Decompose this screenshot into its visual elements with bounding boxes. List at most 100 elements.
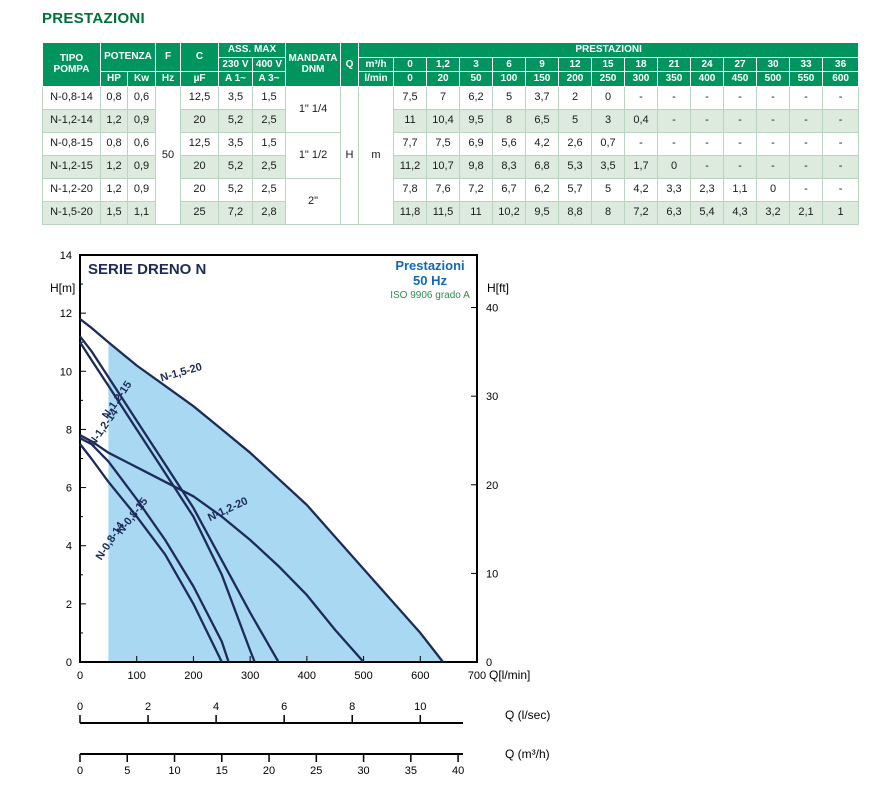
pump-type-cell: N-0,8-14 [42,85,101,110]
head-value-cell: 7,2 [459,177,493,202]
head-value-cell: 3,2 [756,200,790,225]
head-value-cell: 6,3 [657,200,691,225]
y-right-tick-label: 20 [486,480,498,492]
m3h-unit-label: m³/h [358,56,394,72]
performance-table: TIPO POMPA POTENZA F C ASS. MAX MANDATA DNM Q P… [42,42,860,225]
m3h-flow-header: 9 [525,56,559,72]
lmin-flow-header: 150 [525,71,559,87]
pump-row: N-1,5-20 1,5 1,1 25 7,2 2,8 11,8 11,5 11 10,2 9,5 8… [42,200,860,225]
col-kw: Kw [127,71,156,87]
mandata-cell: 1" 1/2 [285,131,341,179]
secondary-tick-label: 35 [405,765,417,777]
pump-type-cell: N-1,5-20 [42,200,101,225]
col-tipo-pompa: TIPO POMPA [42,42,101,87]
kw-cell: 0,6 [127,85,156,110]
a3-cell: 2,5 [252,154,286,179]
head-value-cell: - [657,85,691,110]
lmin-flow-header: 200 [558,71,592,87]
a3-cell: 2,5 [252,177,286,202]
y-left-tick-label: 14 [60,250,72,262]
curve-label-N-1,5-20: N-1,5-20 [159,361,203,384]
head-value-cell: 1 [821,200,860,225]
operating-range-band [108,342,444,662]
secondary-axis-label-1: Q (m³/h) [505,747,550,761]
head-value-cell: 5 [591,177,625,202]
m3h-flow-header: 1,2 [426,56,460,72]
head-value-cell: 3 [591,108,625,133]
pump-row: N-0,8-15 0,8 0,6 12,5 3,5 1,5 1" 1/2 7,7 7,5 6,9 5… [42,131,860,179]
y-right-tick-label: 30 [486,391,498,403]
a3-cell: 2,5 [252,108,286,133]
head-value-cell: 3,3 [657,177,691,202]
m3h-flow-header: 15 [591,56,625,72]
secondary-tick-label: 10 [414,701,426,713]
head-value-cell: - [821,85,860,110]
col-400v: 400 V [252,56,286,72]
lmin-flow-header: 500 [756,71,790,87]
head-value-cell: - [756,85,790,110]
uf-cell: 25 [180,200,219,225]
y-left-tick-label: 12 [60,308,72,320]
page-title: PRESTAZIONI [42,10,146,27]
lmin-flow-header: 300 [624,71,658,87]
lmin-flow-header: 600 [821,71,860,87]
head-value-cell: 9,5 [525,200,559,225]
mandata-cell: 1" 1/4 [285,85,341,133]
m3h-flow-header: 3 [459,56,493,72]
head-value-cell: - [723,108,757,133]
uf-cell: 20 [180,154,219,179]
head-value-cell: 1,1 [723,177,757,202]
head-value-cell: 0,7 [591,131,625,156]
pump-type-cell: N-1,2-14 [42,108,101,133]
x-axis-label: Q[l/min] [489,668,530,682]
col-potenza: POTENZA [100,42,156,72]
m3h-flow-header: 0 [393,56,427,72]
head-value-cell: 7,5 [393,85,427,110]
m3h-flow-header: 30 [756,56,790,72]
m3h-flow-header: 21 [657,56,691,72]
secondary-tick-label: 40 [452,765,464,777]
head-value-cell: 4,2 [525,131,559,156]
head-value-cell: 5 [492,85,526,110]
head-value-cell: - [690,108,724,133]
a1-cell: 7,2 [218,200,253,225]
a3-cell: 2,8 [252,200,286,225]
a3-cell: 1,5 [252,131,286,156]
lmin-flow-header: 50 [459,71,493,87]
head-value-cell: - [624,131,658,156]
head-value-cell: 6,7 [492,177,526,202]
head-value-cell: 10,7 [426,154,460,179]
head-value-cell: - [789,85,823,110]
head-value-cell: 11 [459,200,493,225]
lmin-flow-header: 550 [789,71,823,87]
col-f: F [155,42,181,72]
secondary-tick-label: 10 [168,765,180,777]
head-value-cell: 2 [558,85,592,110]
head-value-cell: - [756,131,790,156]
chart-standard-note: ISO 9906 grado A [390,290,470,301]
y-right-tick-label: 0 [486,657,492,669]
head-value-cell: - [821,177,860,202]
head-value-cell: 5 [558,108,592,133]
head-value-cell: 4,3 [723,200,757,225]
kw-cell: 0,9 [127,177,156,202]
head-value-cell: 5,4 [690,200,724,225]
head-value-cell: 2,6 [558,131,592,156]
y-left-tick-label: 2 [66,599,72,611]
hp-cell: 0,8 [100,131,128,156]
col-a3: A 3~ [252,71,286,87]
head-value-cell: 6,5 [525,108,559,133]
kw-cell: 0,9 [127,108,156,133]
secondary-tick-label: 30 [357,765,369,777]
m3h-flow-header: 36 [821,56,860,72]
y-right-tick-label: 40 [486,303,498,315]
secondary-tick-label: 2 [145,701,151,713]
performance-chart: 0 100 200 300 400 500 600 700024681012140102030… [50,250,550,777]
head-value-cell: - [624,85,658,110]
hz-cell: 50 [155,85,181,225]
pump-row: N-1,2-20 1,2 0,9 20 5,2 2,5 2" 7,8 7,6 7,2 6,7 6,2 5… [42,177,860,225]
q-h-cell: H [340,85,359,225]
pump-type-cell: N-1,2-20 [42,177,101,202]
x-tick-label: 500 [354,670,372,682]
curve-N-1,5-20 [79,318,444,663]
